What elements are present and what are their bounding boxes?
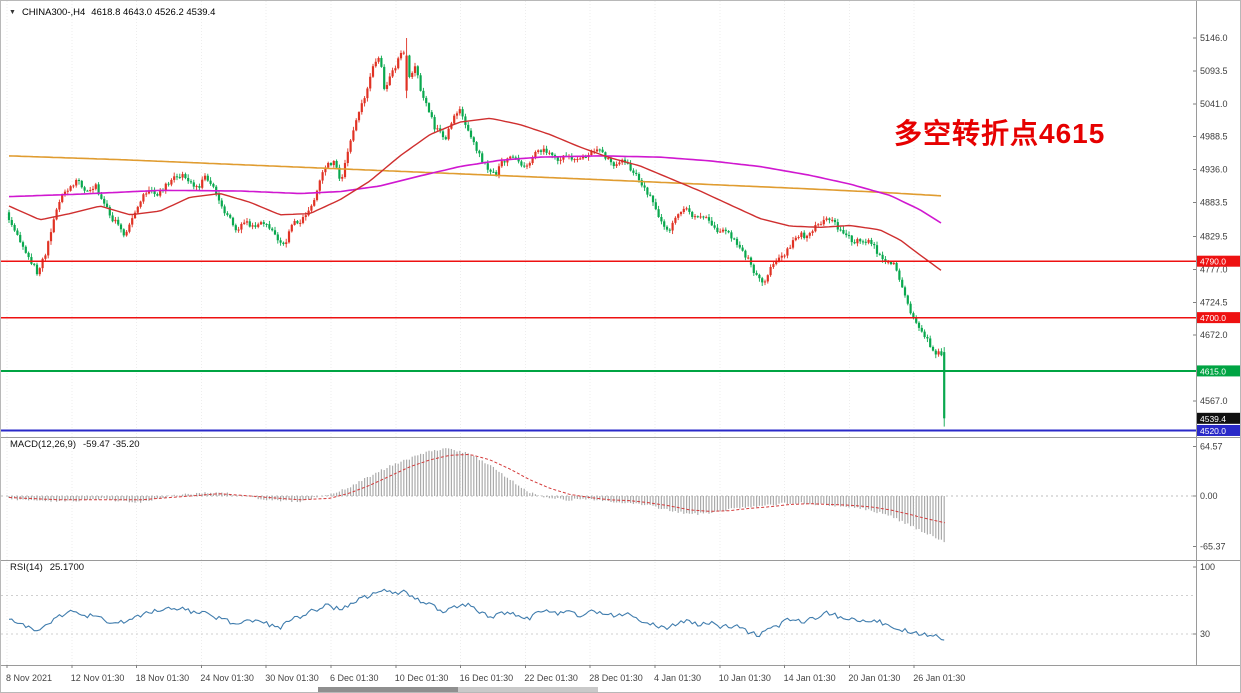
scrollbar-thumb-light bbox=[458, 687, 598, 692]
rsi-panel-label: RSI(14) 25.1700 bbox=[10, 562, 84, 573]
macd-panel-label: MACD(12,26,9) -59.47 -35.20 bbox=[10, 439, 140, 450]
price-tick-label: 4777.0 bbox=[1200, 264, 1228, 274]
time-tick-label: 26 Jan 01:30 bbox=[913, 673, 965, 683]
ma-slow-orange bbox=[8, 155, 942, 197]
price-badge-label: 4539.4 bbox=[1200, 414, 1226, 424]
time-tick-label: 14 Jan 01:30 bbox=[784, 673, 836, 683]
price-badge-label: 4700.0 bbox=[1200, 313, 1226, 323]
indicator-level-lines bbox=[1, 495, 1196, 635]
rsi-axis-labels: 100 30 bbox=[1193, 562, 1215, 639]
time-gridlines bbox=[6, 1, 915, 665]
candles-series bbox=[7, 38, 946, 427]
symbol-period-label: CHINA300-,H4 bbox=[21, 7, 86, 18]
macd-histogram bbox=[8, 448, 945, 543]
price-axis-labels: 5146.0 5093.5 5041.0 4988.5 4936.0 4883.5 4829… bbox=[1193, 33, 1228, 406]
rsi-tick-label: 30 bbox=[1200, 629, 1210, 639]
price-tick-label: 4672.0 bbox=[1200, 330, 1228, 340]
price-badge-label: 4790.0 bbox=[1200, 257, 1226, 267]
time-axis-labels: 8 Nov 2021 12 Nov 01:30 18 Nov 01:30 24 Nov… bbox=[6, 665, 965, 683]
time-tick-label: 12 Nov 01:30 bbox=[71, 673, 125, 683]
time-tick-label: 22 Dec 01:30 bbox=[524, 673, 578, 683]
time-tick-label: 20 Jan 01:30 bbox=[848, 673, 900, 683]
symbol-header: ▼ CHINA300-,H4 4618.8 4643.0 4526.2 4539… bbox=[9, 7, 215, 18]
rsi-name: RSI(14) bbox=[10, 562, 43, 573]
rsi-line bbox=[8, 588, 945, 641]
price-tick-label: 4567.0 bbox=[1200, 396, 1228, 406]
rsi-tick-label: 100 bbox=[1200, 562, 1215, 572]
ohlc-values: 4618.8 4643.0 4526.2 4539.4 bbox=[91, 7, 216, 18]
price-tick-label: 4829.5 bbox=[1200, 231, 1228, 241]
price-tick-label: 5041.0 bbox=[1200, 99, 1228, 109]
price-tick-label: 4883.5 bbox=[1200, 198, 1228, 208]
macd-signal-line bbox=[8, 453, 946, 524]
collapse-triangle-icon[interactable]: ▼ bbox=[9, 9, 16, 16]
macd-axis-labels: 64.57 0.00 -65.37 bbox=[1193, 441, 1226, 551]
time-tick-label: 10 Dec 01:30 bbox=[395, 673, 449, 683]
time-tick-label: 6 Dec 01:30 bbox=[330, 673, 379, 683]
macd-tick-label: 0.00 bbox=[1200, 491, 1218, 501]
time-tick-label: 28 Dec 01:30 bbox=[589, 673, 643, 683]
time-tick-label: 4 Jan 01:30 bbox=[654, 673, 701, 683]
horizontal-lines bbox=[1, 260, 1196, 432]
macd-name: MACD(12,26,9) bbox=[10, 439, 76, 450]
macd-tick-label: 64.57 bbox=[1200, 441, 1223, 451]
rsi-value: 25.1700 bbox=[49, 562, 85, 573]
price-tick-label: 5146.0 bbox=[1200, 33, 1228, 43]
time-tick-label: 8 Nov 2021 bbox=[6, 673, 52, 683]
scrollbar-thumb-dark bbox=[318, 687, 458, 692]
price-axis-badges: 4790.0 4700.0 4615.0 4520.0 4539.4 bbox=[1197, 255, 1240, 436]
horizontal-scrollbar[interactable] bbox=[318, 687, 598, 692]
time-tick-label: 18 Nov 01:30 bbox=[136, 673, 190, 683]
price-tick-label: 4724.5 bbox=[1200, 297, 1228, 307]
price-badge-label: 4520.0 bbox=[1200, 426, 1226, 436]
ma-mid-magenta bbox=[8, 155, 942, 224]
price-tick-label: 4988.5 bbox=[1200, 132, 1228, 142]
time-tick-label: 30 Nov 01:30 bbox=[265, 673, 319, 683]
time-tick-label: 10 Jan 01:30 bbox=[719, 673, 771, 683]
time-tick-label: 16 Dec 01:30 bbox=[460, 673, 514, 683]
time-tick-label: 24 Nov 01:30 bbox=[200, 673, 254, 683]
macd-tick-label: -65.37 bbox=[1200, 541, 1226, 551]
annotation-text: 多空转折点4615 bbox=[894, 118, 1106, 149]
price-tick-label: 4936.0 bbox=[1200, 165, 1228, 175]
ma-fast-red bbox=[8, 117, 942, 271]
price-tick-label: 5093.5 bbox=[1200, 66, 1228, 76]
ma-lines bbox=[8, 117, 942, 271]
price-badge-label: 4615.0 bbox=[1200, 366, 1226, 376]
macd-values: -59.47 -35.20 bbox=[83, 439, 140, 450]
